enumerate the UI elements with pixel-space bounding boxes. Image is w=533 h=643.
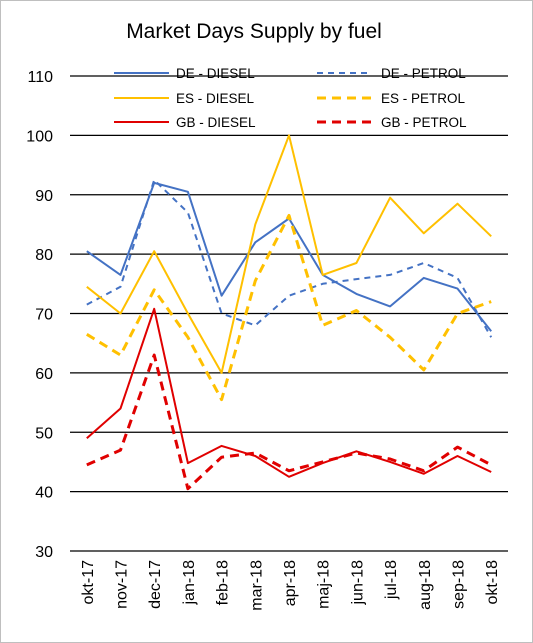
series-line-gb-petrol [86,353,492,491]
x-tick-label: jan-18 [181,560,198,606]
x-tick-label: okt-17 [80,560,97,605]
legend-label: DE - PETROL [381,66,466,81]
x-tick-label: sep-18 [450,560,467,609]
x-tick-label: dec-17 [147,560,164,609]
y-tick-label: 60 [35,366,53,383]
legend-label: GB - DIESEL [176,115,256,130]
y-tick-label: 90 [35,188,53,205]
legend: DE - DIESEL ES - DIESEL GB - DIESEL DE - PE… [114,66,467,130]
legend-label: ES - PETROL [381,91,466,106]
legend-label: ES - DIESEL [176,91,255,106]
x-tick-label: mar-18 [248,560,265,611]
y-tick-label: 30 [35,544,53,561]
series-lines [86,134,493,491]
series-line-es-petrol [86,214,492,402]
y-tick-label: 40 [35,485,53,502]
x-tick-label: jul-18 [383,560,400,600]
x-tick-label: nov-17 [114,560,131,609]
legend-label: GB - PETROL [381,115,467,130]
y-tick-label: 110 [27,69,53,86]
x-tick-label: jun-18 [349,560,366,606]
x-tick-label: maj-18 [316,560,333,609]
y-axis-tick-labels: 30 40 50 60 70 80 90 100 110 [26,69,53,561]
series-line-gb-diesel [86,307,492,478]
y-tick-label: 70 [35,307,53,324]
x-tick-label: okt-18 [484,560,501,605]
y-tick-label: 80 [35,247,53,264]
chart-title: Market Days Supply by fuel [126,20,382,43]
series-line-es-diesel [86,134,492,374]
x-tick-label: aug-18 [417,560,434,610]
gridlines [70,75,508,552]
x-axis-tick-labels: okt-17 nov-17 dec-17 jan-18 feb-18 mar-18 apr-… [80,560,501,611]
legend-label: DE - DIESEL [176,66,255,81]
y-tick-label: 100 [26,128,53,145]
x-tick-label: apr-18 [282,560,299,606]
y-tick-label: 50 [35,425,53,442]
x-tick-label: feb-18 [215,560,232,605]
series-line-de-diesel [86,181,492,332]
